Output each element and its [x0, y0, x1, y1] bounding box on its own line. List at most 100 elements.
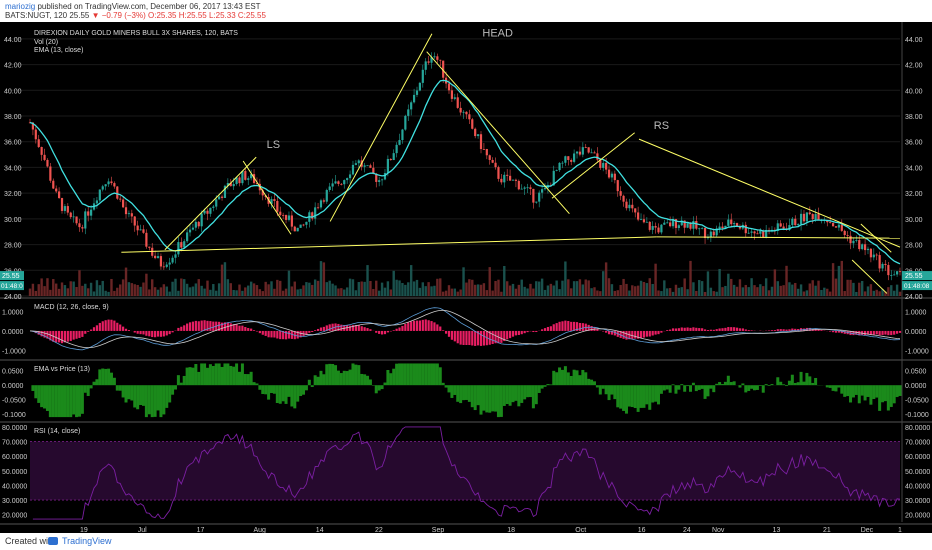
macd-hist-bar [817, 329, 820, 331]
ema-vs-price-bar [534, 385, 538, 405]
volume-bar [837, 265, 841, 296]
ema-vs-price-bar [665, 385, 669, 390]
ema-vs-price-bar [604, 385, 608, 395]
macd-hist-bar [872, 330, 875, 335]
candle-body [890, 275, 893, 276]
candle-body [476, 134, 480, 137]
candle-body [817, 214, 820, 221]
y-tick-label-left: -1.0000 [2, 348, 26, 355]
indicator-label: Vol (20) [34, 39, 58, 46]
ema-vs-price-bar [883, 385, 887, 402]
macd-hist-bar [543, 328, 547, 331]
ema-vs-price-bar [348, 369, 352, 386]
macd-hist-bar [250, 328, 253, 331]
volume-bar [235, 290, 238, 296]
macd-hist-bar [829, 330, 832, 332]
y-tick-label-left: 30.00 [4, 217, 22, 224]
candle-body [750, 231, 753, 233]
author-link[interactable]: mariozig [5, 2, 36, 11]
macd-hist-bar [154, 330, 157, 338]
ema-vs-price-bar [584, 372, 588, 386]
volume-bar [805, 290, 809, 296]
ema-vs-price-bar [383, 382, 387, 386]
candle-body [375, 173, 378, 182]
candle-body [581, 147, 584, 155]
macd-hist-bar [634, 330, 637, 339]
macd-hist-bar [104, 320, 107, 331]
volume-bar [523, 286, 526, 296]
ema-vs-price-bar [526, 385, 530, 398]
volume-bar [689, 260, 692, 296]
macd-hist-bar [744, 329, 747, 331]
candle-body [450, 90, 454, 99]
ema-vs-price-bar [188, 367, 192, 386]
tradingview-link[interactable]: TradingView [62, 536, 112, 546]
candle-body [293, 226, 296, 232]
volume-bar [226, 279, 230, 296]
ema-vs-price-bar [875, 385, 879, 398]
ema-vs-price-bar [467, 385, 471, 402]
candle-body [334, 181, 337, 184]
volume-bar [450, 288, 454, 296]
ema-vs-price-bar [872, 385, 876, 399]
ema-vs-price-bar [432, 363, 436, 386]
ema-vs-price-bar [63, 385, 67, 418]
macd-hist-bar [366, 328, 369, 331]
volume-bar [756, 287, 759, 296]
volume-bar [159, 287, 163, 296]
candle-body [840, 224, 843, 231]
macd-hist-bar [110, 319, 113, 331]
ema-vs-price-bar [787, 380, 791, 386]
ema-vs-price-bar [339, 373, 343, 386]
macd-hist-bar [474, 330, 477, 346]
candle-body [703, 227, 707, 238]
macd-hist-bar [322, 326, 325, 331]
macd-hist-bar [270, 330, 273, 338]
volume-bar [151, 279, 154, 296]
trend-line [851, 259, 888, 294]
macd-hist-bar [188, 322, 192, 331]
candle-body [337, 181, 340, 184]
y-tick-label-left: -0.1000 [2, 412, 26, 419]
macd-hist-bar [605, 330, 608, 333]
candle-body [517, 180, 520, 190]
candle-body [805, 212, 808, 222]
macd-hist-bar [200, 320, 203, 331]
chart-canvas[interactable]: 44.00 44.00 42.00 42.00 40.00 40.00 38.00 38.00… [0, 22, 932, 533]
ema-vs-price-bar [569, 375, 573, 386]
macd-hist-bar [738, 328, 742, 331]
candle-body [788, 225, 791, 230]
ema-vs-price-bar [755, 385, 759, 390]
macd-hist-bar [471, 330, 474, 346]
candle-body [447, 83, 451, 91]
macd-hist-bar [878, 330, 881, 336]
candle-body [255, 182, 259, 184]
macd-hist-bar [363, 327, 366, 331]
volume-bar [174, 278, 177, 296]
ema-vs-price-bar [229, 365, 233, 386]
candle-body [587, 147, 590, 153]
ema-vs-price-bar [334, 365, 338, 386]
trend-line [426, 51, 570, 215]
volume-bar [869, 284, 873, 296]
volume-bar [730, 278, 733, 296]
ema-vs-price-bar [400, 363, 404, 386]
ema-vs-price-bar [54, 385, 58, 418]
volume-bar [28, 288, 32, 296]
ema-vs-price-bar [639, 385, 643, 408]
volume-bar [785, 265, 788, 296]
x-tick-label: 19 [80, 527, 88, 533]
macd-hist-bar [549, 326, 552, 331]
candle-body [645, 221, 648, 223]
macd-hist-bar [715, 329, 718, 331]
candle-body [363, 165, 366, 167]
ema-vs-price-bar [107, 368, 111, 386]
candle-body [389, 158, 392, 161]
volume-bar [261, 291, 264, 296]
volume-bar [482, 283, 486, 296]
candle-body [442, 60, 445, 78]
candle-body [555, 170, 558, 171]
candle-body [541, 189, 544, 193]
volume-bar [791, 284, 794, 296]
macd-hist-bar [156, 330, 160, 337]
